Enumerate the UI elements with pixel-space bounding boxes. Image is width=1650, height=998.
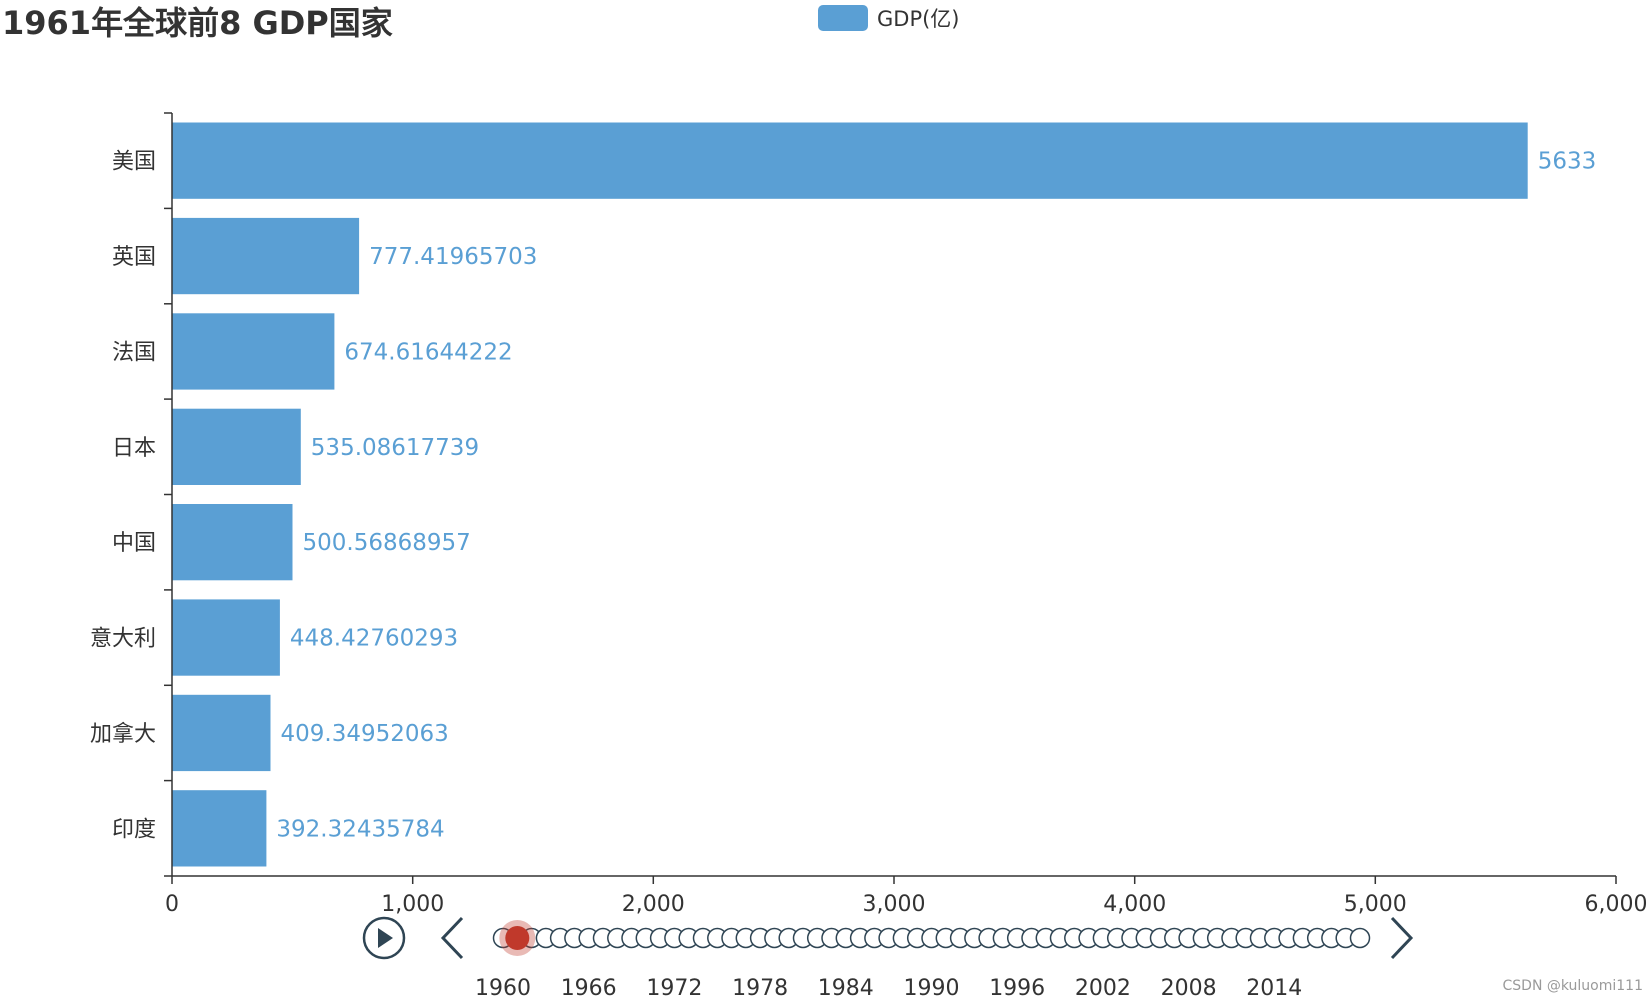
category-label: 加拿大 (90, 721, 156, 747)
bar[interactable] (172, 790, 267, 867)
category-label: 印度 (112, 817, 156, 842)
category-label: 法国 (112, 340, 156, 365)
timeline-year-label[interactable]: 2014 (1246, 976, 1302, 998)
chart-title: 1961年全球前8 GDP国家 (2, 4, 393, 42)
category-label: 美国 (112, 150, 156, 175)
bar[interactable] (172, 694, 271, 772)
timeline-year-label[interactable]: 1972 (646, 976, 702, 998)
category-label: 英国 (112, 245, 156, 270)
timeline-year-label[interactable]: 2008 (1161, 976, 1217, 998)
value-label: 409.34952063 (281, 721, 449, 747)
legend-label[interactable]: GDP(亿) (877, 7, 960, 31)
bar[interactable] (172, 122, 1528, 199)
bar[interactable] (172, 313, 335, 390)
x-tick-label: 3,000 (863, 892, 926, 917)
category-label: 日本 (112, 436, 156, 461)
timeline-year-label[interactable]: 1996 (989, 976, 1045, 998)
timeline-year-label[interactable]: 1990 (904, 976, 960, 998)
legend[interactable]: GDP(亿) (818, 5, 960, 31)
x-tick-label: 1,000 (381, 892, 444, 917)
x-axis: 0 1,000 2,000 3,000 4,000 5,000 6,000 (165, 875, 1648, 917)
bar[interactable] (172, 599, 280, 676)
timeline-active-dot[interactable] (505, 926, 530, 950)
value-label: 5633 (1538, 149, 1597, 175)
value-label: 448.42760293 (290, 626, 458, 652)
value-label: 777.41965703 (369, 244, 537, 270)
chevron-right-icon[interactable] (1390, 916, 1414, 960)
timeline-labels: 1960 1966 1972 1978 1984 1990 1996 2002 2008 2014 (475, 976, 1302, 998)
value-label: 535.08617739 (311, 435, 479, 461)
chevron-left-icon[interactable] (440, 916, 464, 960)
value-label: 500.56868957 (303, 530, 471, 556)
next-button[interactable] (1390, 916, 1414, 960)
timeline-dots (492, 920, 1371, 956)
play-triangle (378, 928, 393, 948)
timeline: 1960 1966 1972 1978 1984 1990 1996 2002 2008 2014 (362, 916, 1414, 998)
prev-button[interactable] (440, 916, 464, 960)
value-label: 674.61644222 (344, 339, 512, 365)
timeline-year-label[interactable]: 1960 (475, 976, 531, 998)
watermark: CSDN @kuluomi111 (1503, 978, 1644, 994)
value-label: 392.32435784 (276, 816, 444, 842)
timeline-year-label[interactable]: 1966 (561, 976, 617, 998)
x-tick-label: 6,000 (1585, 892, 1648, 917)
play-button[interactable] (362, 916, 406, 960)
timeline-year-label[interactable]: 1984 (818, 976, 874, 998)
x-tick-label: 4,000 (1103, 892, 1166, 917)
bar[interactable] (172, 217, 360, 295)
bar[interactable] (172, 504, 293, 581)
timeline-year-label[interactable]: 1978 (732, 976, 788, 998)
bar[interactable] (172, 408, 301, 485)
legend-swatch[interactable] (818, 5, 868, 31)
category-label: 意大利 (90, 627, 156, 652)
x-tick-label: 0 (165, 892, 179, 917)
x-tick-label: 5,000 (1344, 892, 1407, 917)
x-tick-label: 2,000 (622, 892, 685, 917)
category-label: 中国 (112, 531, 156, 556)
timeline-year-label[interactable]: 2002 (1075, 976, 1131, 998)
plot-area: 5633 777.41965703 674.61644222 535.08617739… (172, 122, 1597, 867)
timeline-dot[interactable] (1349, 927, 1371, 949)
